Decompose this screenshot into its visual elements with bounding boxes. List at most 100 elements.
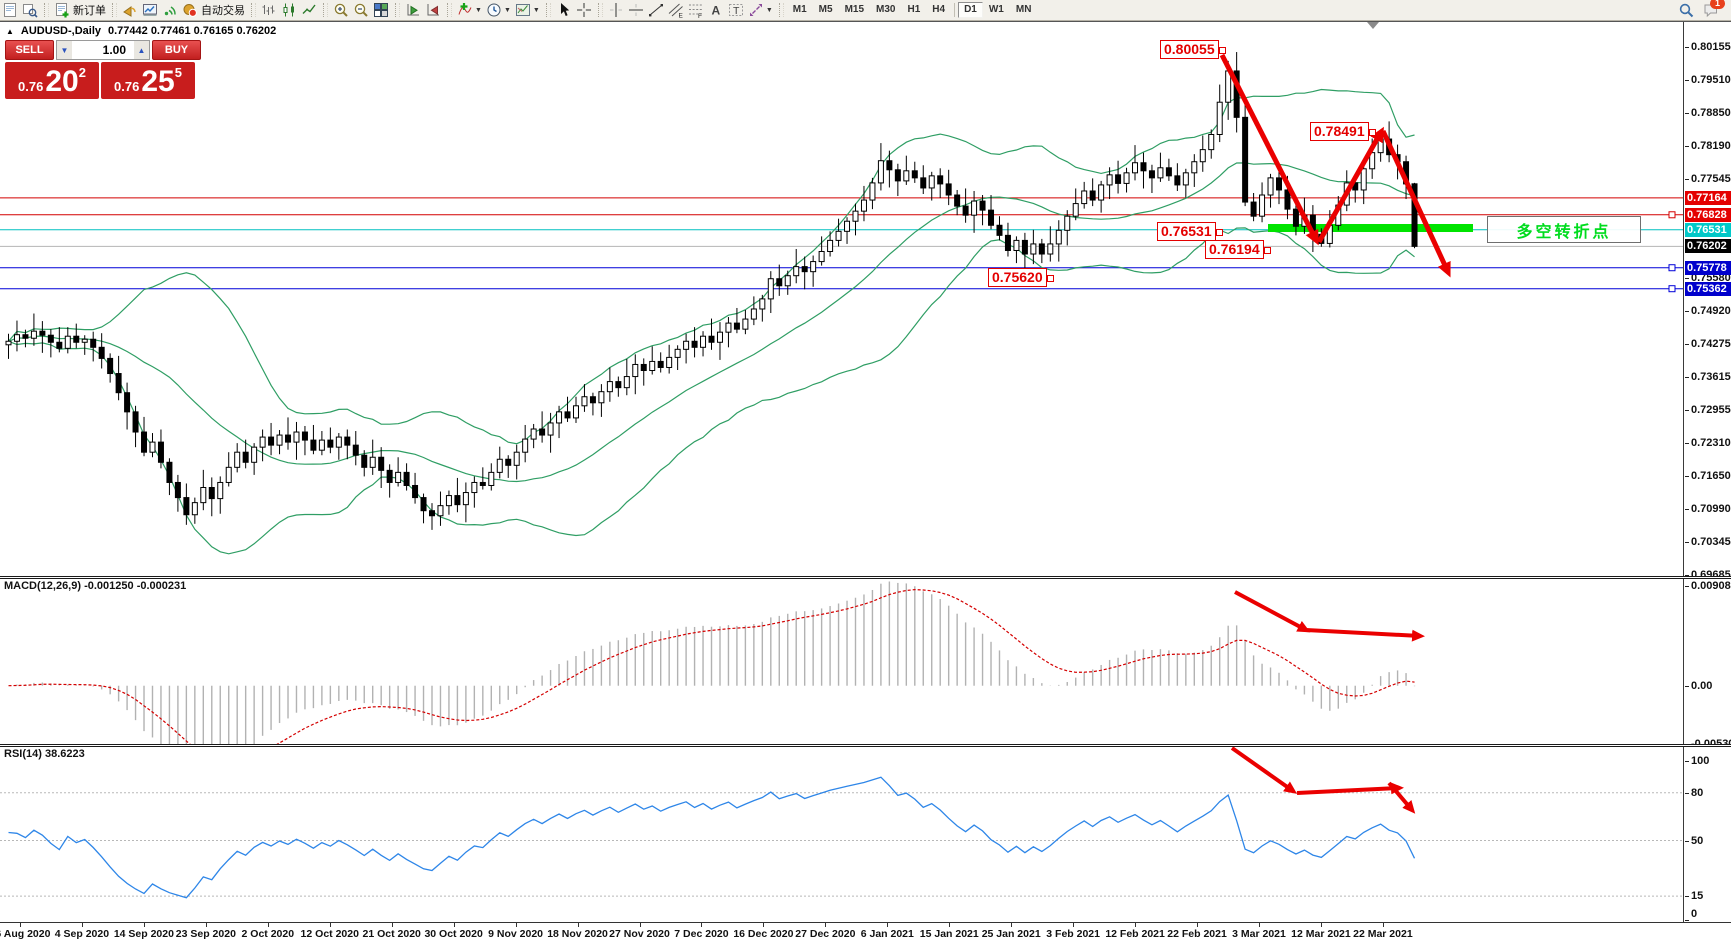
svg-text:T: T [733, 5, 740, 17]
timeframe-MN[interactable]: MN [1015, 4, 1032, 15]
price-axis[interactable]: 0.80155 0.79510 0.78850 0.78190 0.77545 0.755… [1683, 21, 1731, 922]
time-axis-tick [1135, 923, 1137, 927]
new-chart-button[interactable] [0, 0, 20, 20]
one-click-trading-panel: SELL ▼ ▲ BUY 0.76 20 2 0.76 25 5 [5, 40, 201, 99]
buy-price-display[interactable]: 0.76 25 5 [101, 62, 195, 99]
axis-tick [1685, 112, 1689, 114]
cursor-button[interactable] [554, 0, 574, 20]
price-annotation[interactable]: 0.80055 [1160, 40, 1226, 59]
crosshair-button[interactable] [574, 0, 594, 20]
price-axis-label: 0.80155 [1691, 41, 1731, 53]
autotrade-icon [182, 2, 198, 18]
toolbar-separator [545, 3, 551, 17]
time-axis-tick [1259, 923, 1260, 927]
axis-tick [1685, 79, 1689, 81]
time-axis-label: 12 Feb 2021 [1105, 928, 1165, 940]
trendline-icon [648, 2, 664, 18]
new-order-icon [54, 2, 70, 18]
auto-scroll-button[interactable] [403, 0, 423, 20]
template-button[interactable]: ▼ [513, 0, 542, 20]
price-axis-label: 0.74920 [1691, 305, 1731, 317]
volume-increase-button[interactable]: ▲ [134, 41, 149, 59]
time-axis-label: 2 Oct 2020 [241, 928, 295, 940]
dropdown-arrow-icon[interactable]: ▼ [765, 6, 773, 14]
indicators-button[interactable]: ▼ [455, 0, 484, 20]
time-axis-label: 30 Oct 2020 [424, 928, 483, 940]
buy-button[interactable]: BUY [152, 40, 201, 60]
time-axis-label: 6 Jan 2021 [860, 928, 914, 940]
arrows-icon [748, 2, 764, 18]
price-annotation[interactable]: 0.75620 [988, 268, 1054, 287]
arrows-button[interactable]: ▼ [746, 0, 775, 20]
panel-splitter[interactable] [0, 576, 1731, 579]
toolbar: 新订单 自动交易 ▼ ▼ ▼ E F A T ▼ M1 M5 M15 M30 H1 H4 D1 W1 MN 1 [0, 0, 1731, 21]
quotes-button[interactable] [120, 0, 140, 20]
candlestick-chart-button[interactable] [279, 0, 299, 20]
note-label[interactable]: 多空转折点 [1487, 216, 1641, 243]
fibonacci-icon: F [688, 2, 704, 18]
price-annotation[interactable]: 0.76194 [1205, 240, 1271, 259]
chart-shift-button[interactable] [423, 0, 443, 20]
timeframe-H4[interactable]: H4 [932, 4, 946, 15]
zoom-in-button[interactable] [331, 0, 351, 20]
timeframe-M30[interactable]: M30 [876, 4, 896, 15]
fibonacci-button[interactable]: F [686, 0, 706, 20]
chart-shift-icon [425, 2, 441, 18]
zoom-out-button[interactable] [351, 0, 371, 20]
volume-decrease-button[interactable]: ▼ [57, 41, 72, 59]
macd-panel[interactable] [0, 579, 1683, 744]
axis-tick [1685, 343, 1689, 345]
chart-window-button[interactable] [140, 0, 160, 20]
timeframe-M1[interactable]: M1 [792, 4, 807, 15]
volume-input[interactable] [72, 41, 134, 59]
time-axis-tick [515, 923, 517, 927]
new-order-button[interactable]: 新订单 [52, 0, 108, 20]
panel-splitter[interactable] [0, 744, 1731, 747]
signals-button[interactable] [160, 0, 180, 20]
text-button[interactable]: A [706, 0, 726, 20]
bar-chart-button[interactable] [259, 0, 279, 20]
axis-tick [1685, 442, 1689, 444]
time-axis-tick [453, 923, 455, 927]
search-button[interactable] [1676, 0, 1696, 20]
profiles-button[interactable] [20, 0, 40, 20]
rsi-panel[interactable] [0, 747, 1683, 922]
svg-text:A: A [711, 4, 720, 18]
timeframe-D1[interactable]: D1 [958, 2, 983, 18]
autotrade-button[interactable]: 自动交易 [180, 0, 247, 20]
time-axis-tick [1320, 923, 1322, 927]
price-annotation[interactable]: 0.78491 [1310, 122, 1376, 141]
price-axis-label: 0.78190 [1691, 140, 1731, 153]
sell-price-display[interactable]: 0.76 20 2 [5, 62, 99, 99]
timeframe-W1[interactable]: W1 [988, 4, 1004, 15]
periods-icon [486, 2, 502, 18]
price-annotation[interactable]: 0.76531 [1157, 222, 1223, 241]
channel-button[interactable]: E [666, 0, 686, 20]
search-icon [1678, 2, 1694, 18]
timeframe-H1[interactable]: H1 [907, 4, 921, 15]
horizontal-line-button[interactable] [626, 0, 646, 20]
main-chart-panel[interactable] [0, 21, 1683, 576]
symbol-title: AUDUSD-,Daily [20, 25, 101, 37]
timeframe-M5[interactable]: M5 [818, 4, 833, 15]
dropdown-arrow-icon[interactable]: ▼ [475, 6, 482, 14]
text-label-button[interactable]: T [726, 0, 746, 20]
trendline-button[interactable] [646, 0, 666, 20]
price-axis-label: 0.73615 [1691, 370, 1731, 383]
dropdown-arrow-icon[interactable]: ▼ [532, 6, 540, 14]
periods-button[interactable]: ▼ [484, 0, 513, 20]
line-chart-button[interactable] [299, 0, 319, 20]
timeframe-M15[interactable]: M15 [844, 4, 865, 15]
tile-windows-button[interactable] [371, 0, 391, 20]
vertical-line-button[interactable] [606, 0, 626, 20]
axis-tick [1685, 840, 1689, 842]
dropdown-arrow-icon[interactable]: ▼ [503, 6, 511, 14]
time-axis-tick [391, 923, 393, 927]
collapse-icon[interactable]: ▲ [6, 26, 14, 36]
price-axis-label: 0.77545 [1691, 172, 1731, 185]
chart-shift-marker[interactable] [1367, 22, 1379, 29]
sell-button[interactable]: SELL [5, 40, 54, 60]
notifications-button[interactable]: 1 [1701, 0, 1725, 20]
chart-window-icon [142, 2, 158, 18]
